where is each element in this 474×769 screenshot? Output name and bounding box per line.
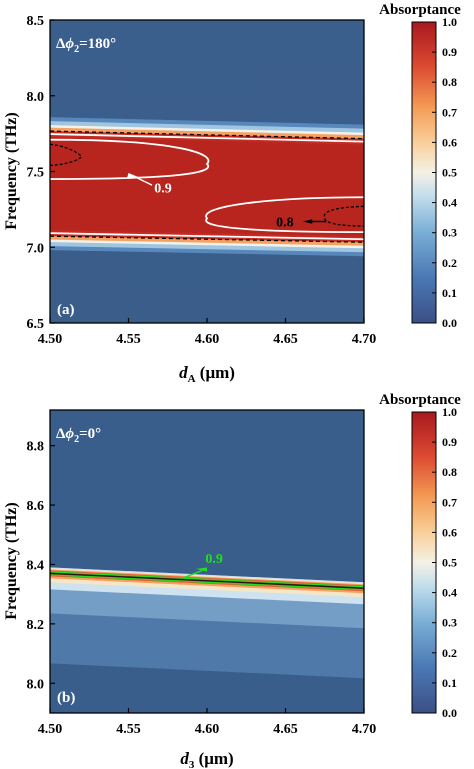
- colorbar-a-tick-label: 0.5: [442, 166, 457, 180]
- panel-b-x-tick-label: 4.65: [273, 722, 298, 737]
- panel-a-x-tick-label: 4.65: [273, 332, 298, 347]
- contour-label-0.8: 0.8: [276, 215, 294, 230]
- colorbar-b-tick-label: 0.1: [442, 676, 457, 690]
- panel-b-x-tick-label: 4.50: [38, 722, 63, 737]
- contour-0.9-upper: [50, 571, 364, 588]
- y-axis-label-a: Frequency (THz): [3, 112, 20, 229]
- colorbar-a-tick-label: 1.0: [442, 15, 457, 29]
- panel-b-y-tick-label: 8.8: [27, 440, 45, 455]
- contour-label-arrowhead-0.8: [302, 219, 313, 224]
- annotation-a: Δϕ2=180°: [56, 36, 116, 55]
- contour-label-arrowhead-0.9-b: [196, 567, 207, 572]
- panel-a: 0.9 0.8 4.50 4.55 4.60 4.65 4.70 6.5 7.0 7.5 8.0 8…: [3, 2, 461, 385]
- panel-a-marks: 0.9 0.8: [50, 117, 364, 257]
- panel-b: 0.9 4.50 4.55 4.60 4.65 4.708.08.28.48.68.8 …: [3, 392, 461, 769]
- contour-0.8-lower: [50, 235, 364, 243]
- panel-b-x-tick-label: 4.60: [195, 722, 220, 737]
- panel-a-ticks: 4.50 4.55 4.60 4.65 4.70 6.5 7.0 7.5 8.0 8.5: [27, 14, 377, 347]
- contour-label-0.9: 0.9: [154, 182, 172, 197]
- panel-b-marks: 0.9: [50, 552, 364, 679]
- colorbar-b-tick-label: 0.3: [442, 616, 457, 630]
- contour-label-0.9-b: 0.9: [205, 552, 223, 567]
- colorbar-b-tick-label: 0.4: [442, 586, 457, 600]
- panel-b-y-tick-label: 8.4: [27, 558, 45, 573]
- contour-0.8-island-right: [323, 205, 364, 227]
- colorbar-b-tick-label: 0.8: [442, 465, 457, 479]
- colorbar-title-a: Absorptance: [379, 2, 461, 18]
- colorbar-a-tick-label: 0.0: [442, 316, 457, 330]
- colorbar-a-tick-label: 0.7: [442, 105, 457, 119]
- panel-a-x-tick-label: 4.55: [116, 332, 141, 347]
- contour-label-arrow-0.9-b: [183, 569, 203, 579]
- panel-b-ticks: 4.50 4.55 4.60 4.65 4.70 8.0 8.2 8.4 8.6 8.8: [27, 440, 377, 737]
- contour-0.9-island-left: [50, 138, 210, 180]
- colorbar-title-b: Absorptance: [379, 392, 461, 408]
- panel-a-y-tick-label: 8.0: [27, 90, 45, 105]
- colorbar-a-tick-label: 0.2: [442, 256, 457, 270]
- panel-a-y-tick-label: 7.0: [27, 241, 45, 256]
- contour-label-arrowhead-0.9: [126, 173, 140, 179]
- resonance-centerline: [50, 572, 364, 589]
- annotation-b: Δϕ2=0°: [56, 426, 101, 445]
- panel-b-y-tick-label: 8.6: [27, 499, 45, 514]
- colorbar-b-tick-label: 1.0: [442, 405, 457, 419]
- y-axis-label-b: Frequency (THz): [3, 502, 20, 619]
- colorbar-a-tick-label: 0.1: [442, 286, 457, 300]
- panel-a-x-tick-label: 4.70: [352, 332, 377, 347]
- panel-b-y-tick-label: 8.0: [27, 677, 45, 692]
- panel-label-a: (a): [57, 302, 75, 318]
- colorbar-a-tick-label: 0.3: [442, 226, 457, 240]
- panel-b-x-tick-label: 4.70: [352, 722, 377, 737]
- colorbar-b-tick-label: 0.5: [442, 556, 457, 570]
- panel-b-x-tick-label: 4.55: [116, 722, 141, 737]
- contour-0.8-island-left: [50, 143, 83, 167]
- colorbar-a-tick-label: 0.8: [442, 75, 457, 89]
- colorbar-b-tick-label: 0.6: [442, 525, 457, 539]
- panel-a-y-tick-label: 7.5: [27, 166, 45, 181]
- colorbar-a-tick-label: 0.9: [442, 45, 457, 59]
- contour-0.8-upper: [50, 130, 364, 140]
- contour-0.9-upper: [50, 133, 364, 143]
- contour-0.9-lower: [50, 232, 364, 241]
- panel-a-x-tick-label: 4.50: [38, 332, 63, 347]
- x-axis-label-a: dA (μm): [179, 363, 235, 385]
- colorbar-b-tick-label: 0.0: [442, 706, 457, 720]
- panel-label-b: (b): [57, 690, 75, 706]
- panel-a-y-tick-label: 6.5: [27, 317, 45, 332]
- contour-0.9-island-right: [205, 196, 364, 233]
- colorbar-b-tick-label: 0.2: [442, 646, 457, 660]
- x-axis-label-b: d3 (μm): [180, 749, 233, 769]
- panel-b-y-tick-label: 8.2: [27, 618, 45, 633]
- colorbar-a-tick-label: 0.4: [442, 196, 457, 210]
- contour-0.9-lower: [50, 574, 364, 591]
- panel-a-y-tick-label: 8.5: [27, 14, 45, 29]
- colorbar-b-tick-label: 0.9: [442, 435, 457, 449]
- panel-a-x-tick-label: 4.60: [195, 332, 220, 347]
- colorbar-a-ticks: 0.0 0.1 0.2 0.3 0.4 0.5 0.6 0.7 0.8 0.9 1.0: [432, 15, 457, 330]
- colorbar-b-tick-label: 0.7: [442, 495, 457, 509]
- absorption-band-core: [50, 137, 364, 237]
- colorbar-b-ticks: 0.0 0.1 0.2 0.3 0.4 0.5 0.6 0.7 0.8 0.9 1.0: [432, 405, 457, 720]
- colorbar-a-tick-label: 0.6: [442, 135, 457, 149]
